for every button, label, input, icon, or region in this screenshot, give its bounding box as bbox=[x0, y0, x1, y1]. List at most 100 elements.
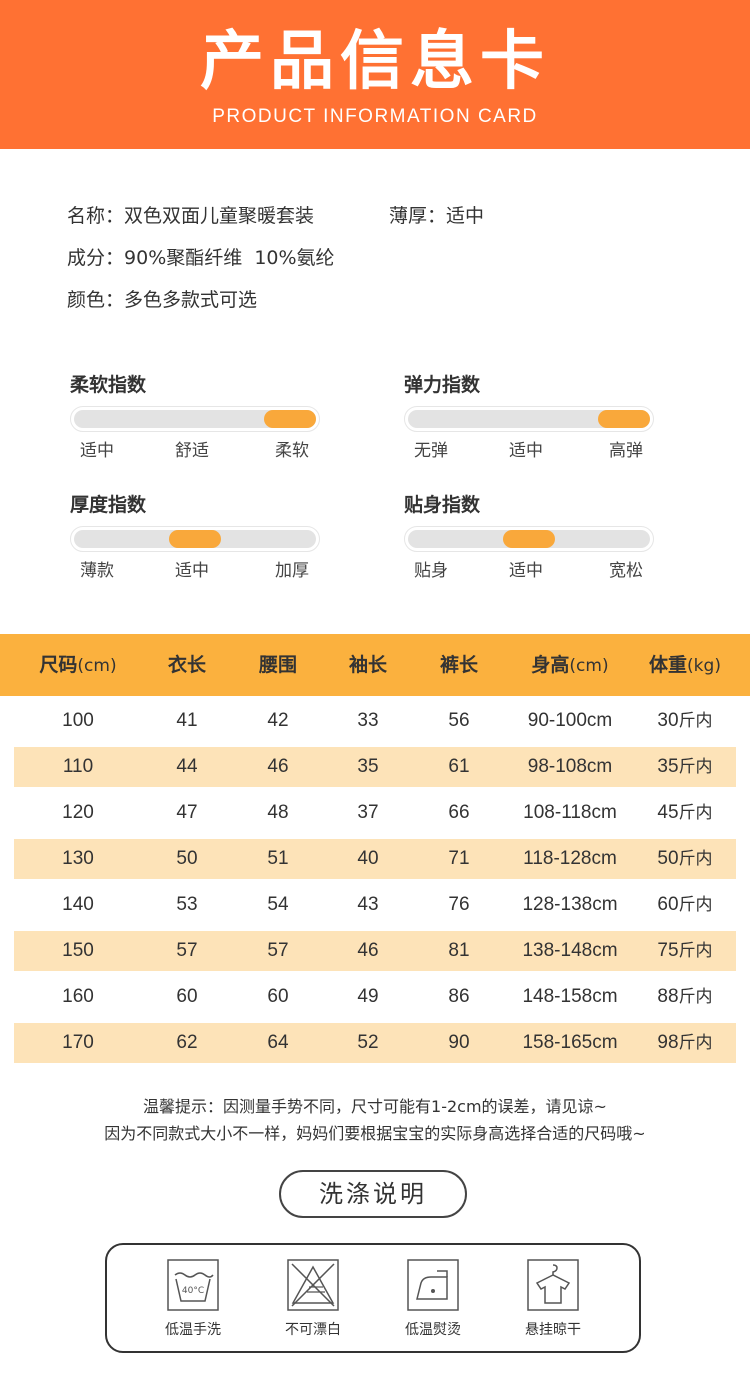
table-cell: 40 bbox=[308, 839, 428, 879]
table-cell: 49 bbox=[308, 977, 428, 1017]
wash-item-low-iron: 低温熨烫 bbox=[383, 1259, 483, 1339]
index-gauge-label: 舒适 bbox=[175, 441, 209, 461]
table-cell-value: 81 bbox=[448, 940, 470, 961]
table-cell-value: 130 bbox=[62, 848, 94, 869]
table-cell: 98-108cm bbox=[510, 747, 630, 787]
index-gauge-label: 柔软 bbox=[275, 441, 309, 461]
table-row: 160 60 60 49 86 148-158cm 88斤内 bbox=[14, 977, 736, 1017]
table-cell: 50 bbox=[127, 839, 247, 879]
table-header-cell: 袖长 bbox=[308, 634, 428, 696]
index-gauge-label: 适中 bbox=[80, 441, 114, 461]
table-cell-value: 35 bbox=[357, 756, 379, 777]
table-cell: 53 bbox=[127, 885, 247, 925]
table-cell: 148-158cm bbox=[510, 977, 630, 1017]
table-cell-value: 75 bbox=[657, 940, 679, 961]
table-header-text: 尺码 bbox=[39, 654, 78, 676]
table-cell: 170 bbox=[18, 1023, 138, 1063]
index-gauge-label: 适中 bbox=[509, 441, 543, 461]
table-cell: 90-100cm bbox=[510, 701, 630, 741]
table-row: 120 47 48 37 66 108-118cm 45斤内 bbox=[14, 793, 736, 833]
index-gauge-label: 宽松 bbox=[609, 561, 643, 581]
table-cell-value: 60 bbox=[176, 986, 198, 1007]
table-cell: 50斤内 bbox=[625, 839, 745, 879]
table-cell-value: 45 bbox=[657, 802, 679, 823]
table-row: 150 57 57 46 81 138-148cm 75斤内 bbox=[14, 931, 736, 971]
table-header-text: 衣长 bbox=[167, 654, 206, 676]
table-cell: 160 bbox=[18, 977, 138, 1017]
index-gauge-fill bbox=[598, 410, 650, 428]
table-cell-value: 46 bbox=[267, 756, 289, 777]
table-cell-unit: 斤内 bbox=[678, 803, 713, 823]
table-cell-value: 53 bbox=[176, 894, 198, 915]
info-thickness-value: 适中 bbox=[446, 205, 485, 227]
table-cell: 138-148cm bbox=[510, 931, 630, 971]
table-cell-value: 52 bbox=[357, 1032, 379, 1053]
table-cell-value: 37 bbox=[357, 802, 379, 823]
table-cell-value: 76 bbox=[448, 894, 470, 915]
page-subtitle: PRODUCT INFORMATION CARD bbox=[212, 106, 538, 127]
tip-line-2: 因为不同款式大小不一样，妈妈们要根据宝宝的实际身高选择合适的尺码哦~ bbox=[104, 1124, 646, 1143]
table-cell-unit: 斤内 bbox=[678, 849, 713, 869]
table-cell-value: 54 bbox=[267, 894, 289, 915]
info-material-label: 成分： bbox=[67, 247, 125, 269]
table-cell-value: 47 bbox=[176, 802, 198, 823]
table-row: 100 41 42 33 56 90-100cm 30斤内 bbox=[14, 701, 736, 741]
table-cell-value: 50 bbox=[657, 848, 679, 869]
info-material-value: 90%聚酯纤维 10%氨纶 bbox=[124, 247, 335, 269]
index-gauge-label: 适中 bbox=[175, 561, 209, 581]
table-header-cell: 尺码(cm) bbox=[18, 634, 138, 696]
table-cell-unit: 斤内 bbox=[678, 757, 713, 777]
table-header-cell: 腰围 bbox=[218, 634, 338, 696]
table-cell: 64 bbox=[218, 1023, 338, 1063]
table-cell: 56 bbox=[399, 701, 519, 741]
table-header-unit: (cm) bbox=[77, 656, 117, 676]
table-row: 130 50 51 40 71 118-128cm 50斤内 bbox=[14, 839, 736, 879]
table-cell: 57 bbox=[127, 931, 247, 971]
index-title: 厚度指数 bbox=[70, 494, 147, 516]
table-cell: 41 bbox=[127, 701, 247, 741]
table-cell-value: 98-108cm bbox=[527, 756, 613, 777]
header-banner: 产品信息卡 PRODUCT INFORMATION CARD bbox=[0, 0, 750, 149]
table-cell-value: 90 bbox=[448, 1032, 470, 1053]
wash-label-no-bleach: 不可漂白 bbox=[285, 1322, 341, 1338]
table-cell-value: 120 bbox=[62, 802, 94, 823]
table-cell-value: 90-100cm bbox=[527, 710, 613, 731]
index-title: 弹力指数 bbox=[404, 374, 481, 396]
table-cell-value: 30 bbox=[657, 710, 679, 731]
table-cell-value: 100 bbox=[62, 710, 94, 731]
index-gauge-label: 高弹 bbox=[609, 441, 643, 461]
table-header-unit: (cm) bbox=[569, 656, 609, 676]
index-gauge-label: 贴身 bbox=[414, 561, 448, 581]
table-cell: 43 bbox=[308, 885, 428, 925]
no-bleach-icon bbox=[287, 1259, 339, 1311]
table-cell-value: 49 bbox=[357, 986, 379, 1007]
table-cell-unit: 斤内 bbox=[678, 895, 713, 915]
table-cell: 45斤内 bbox=[625, 793, 745, 833]
table-cell-value: 148-158cm bbox=[522, 986, 618, 1007]
table-cell: 47 bbox=[127, 793, 247, 833]
table-cell: 33 bbox=[308, 701, 428, 741]
table-cell: 100 bbox=[18, 701, 138, 741]
index-title: 贴身指数 bbox=[404, 494, 481, 516]
table-cell-value: 44 bbox=[176, 756, 198, 777]
wash-label-hand-wash: 低温手洗 bbox=[165, 1322, 221, 1338]
table-header-text: 袖长 bbox=[348, 654, 387, 676]
index-gauge-label: 无弹 bbox=[414, 441, 448, 461]
table-header-text: 身高 bbox=[531, 654, 570, 676]
table-cell-value: 40 bbox=[357, 848, 379, 869]
table-cell-value: 50 bbox=[176, 848, 198, 869]
index-gauge-track bbox=[404, 406, 654, 432]
table-cell: 81 bbox=[399, 931, 519, 971]
wash-item-hang-dry: 悬挂晾干 bbox=[503, 1259, 603, 1339]
table-cell: 46 bbox=[308, 931, 428, 971]
table-cell: 60 bbox=[218, 977, 338, 1017]
index-gauge-track bbox=[70, 406, 320, 432]
wash-label-low-iron: 低温熨烫 bbox=[405, 1322, 461, 1338]
table-cell: 158-165cm bbox=[510, 1023, 630, 1063]
index-gauge-fill bbox=[503, 530, 555, 548]
table-cell-value: 35 bbox=[657, 756, 679, 777]
table-cell-value: 66 bbox=[448, 802, 470, 823]
tip-line-1: 温馨提示：因测量手势不同，尺寸可能有1-2cm的误差，请见谅~ bbox=[143, 1097, 607, 1116]
table-cell-value: 57 bbox=[176, 940, 198, 961]
table-row: 110 44 46 35 61 98-108cm 35斤内 bbox=[14, 747, 736, 787]
